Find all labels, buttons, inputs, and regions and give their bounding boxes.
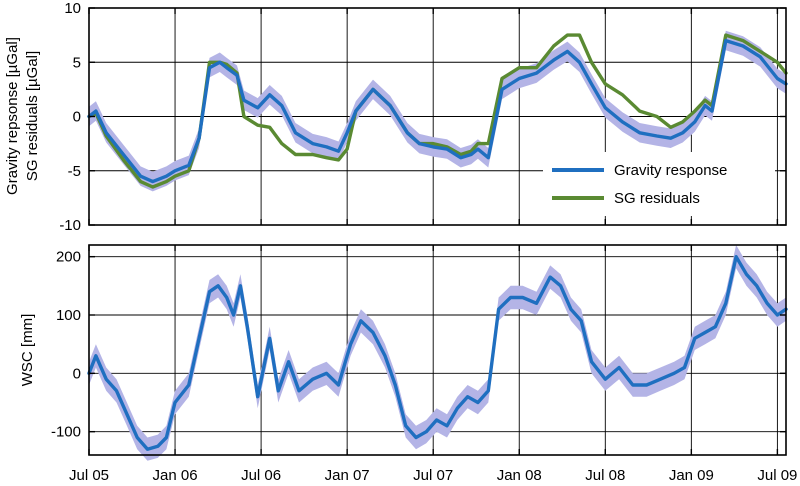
top-ytick-label-4: -10 <box>59 217 81 234</box>
top-panel: 10 5 0 -5 -10 Gravity repsonse [µGal] SG res… <box>4 0 788 234</box>
bot-band-wsc <box>89 245 786 461</box>
top-series-lines <box>87 33 788 189</box>
top-x-ticks <box>88 8 779 225</box>
top-ytick-label-2: 0 <box>73 109 81 126</box>
x-tick-label-8: Jul 09 <box>757 467 797 484</box>
legend-label-sg-residuals: SG residuals <box>614 190 700 207</box>
x-tick-label-7: Jan 09 <box>669 467 714 484</box>
x-tick-label-6: Jul 08 <box>585 467 625 484</box>
top-ylabel-line2: SG residuals [µGal] <box>24 51 41 181</box>
top-uncertainty-bands <box>89 30 786 192</box>
legend: Gravity response SG residuals <box>543 152 775 216</box>
bottom-uncertainty-band <box>89 245 786 461</box>
top-ytick-label-1: 5 <box>73 54 81 71</box>
bot-line-wsc <box>87 255 788 451</box>
x-tick-label-2: Jul 06 <box>241 467 281 484</box>
top-y-ticks: 10 5 0 -5 -10 <box>59 0 786 234</box>
top-line-gravity <box>87 38 788 184</box>
x-tick-label-0: Jul 05 <box>69 467 109 484</box>
bottom-x-ticks: Jul 05 Jan 06 Jul 06 Jan 07 Jul 07 Jan 08 Jul … <box>69 245 797 484</box>
x-tick-label-1: Jan 06 <box>153 467 198 484</box>
bottom-y-ticks: 200 100 0 -100 <box>51 249 786 441</box>
top-ytick-label-3: -5 <box>68 163 81 180</box>
x-tick-label-4: Jul 07 <box>413 467 453 484</box>
bottom-ylabel: WSC [mm] <box>19 314 36 387</box>
x-tick-label-3: Jan 07 <box>325 467 370 484</box>
bottom-series-line <box>87 255 788 451</box>
top-ylabel-line1: Gravity repsonse [µGal] <box>4 37 21 195</box>
legend-label-gravity-response: Gravity response <box>614 162 727 179</box>
bot-ytick-label-2: 0 <box>73 365 81 382</box>
bot-ytick-label-0: 200 <box>56 249 81 266</box>
top-ytick-label-0: 10 <box>64 0 81 17</box>
bottom-plot-frame <box>88 244 787 456</box>
legend-box <box>543 152 775 216</box>
bot-ytick-label-3: -100 <box>51 424 81 441</box>
bot-ytick-label-1: 100 <box>56 307 81 324</box>
x-tick-label-5: Jan 08 <box>497 467 542 484</box>
top-band-gravity <box>89 30 786 192</box>
